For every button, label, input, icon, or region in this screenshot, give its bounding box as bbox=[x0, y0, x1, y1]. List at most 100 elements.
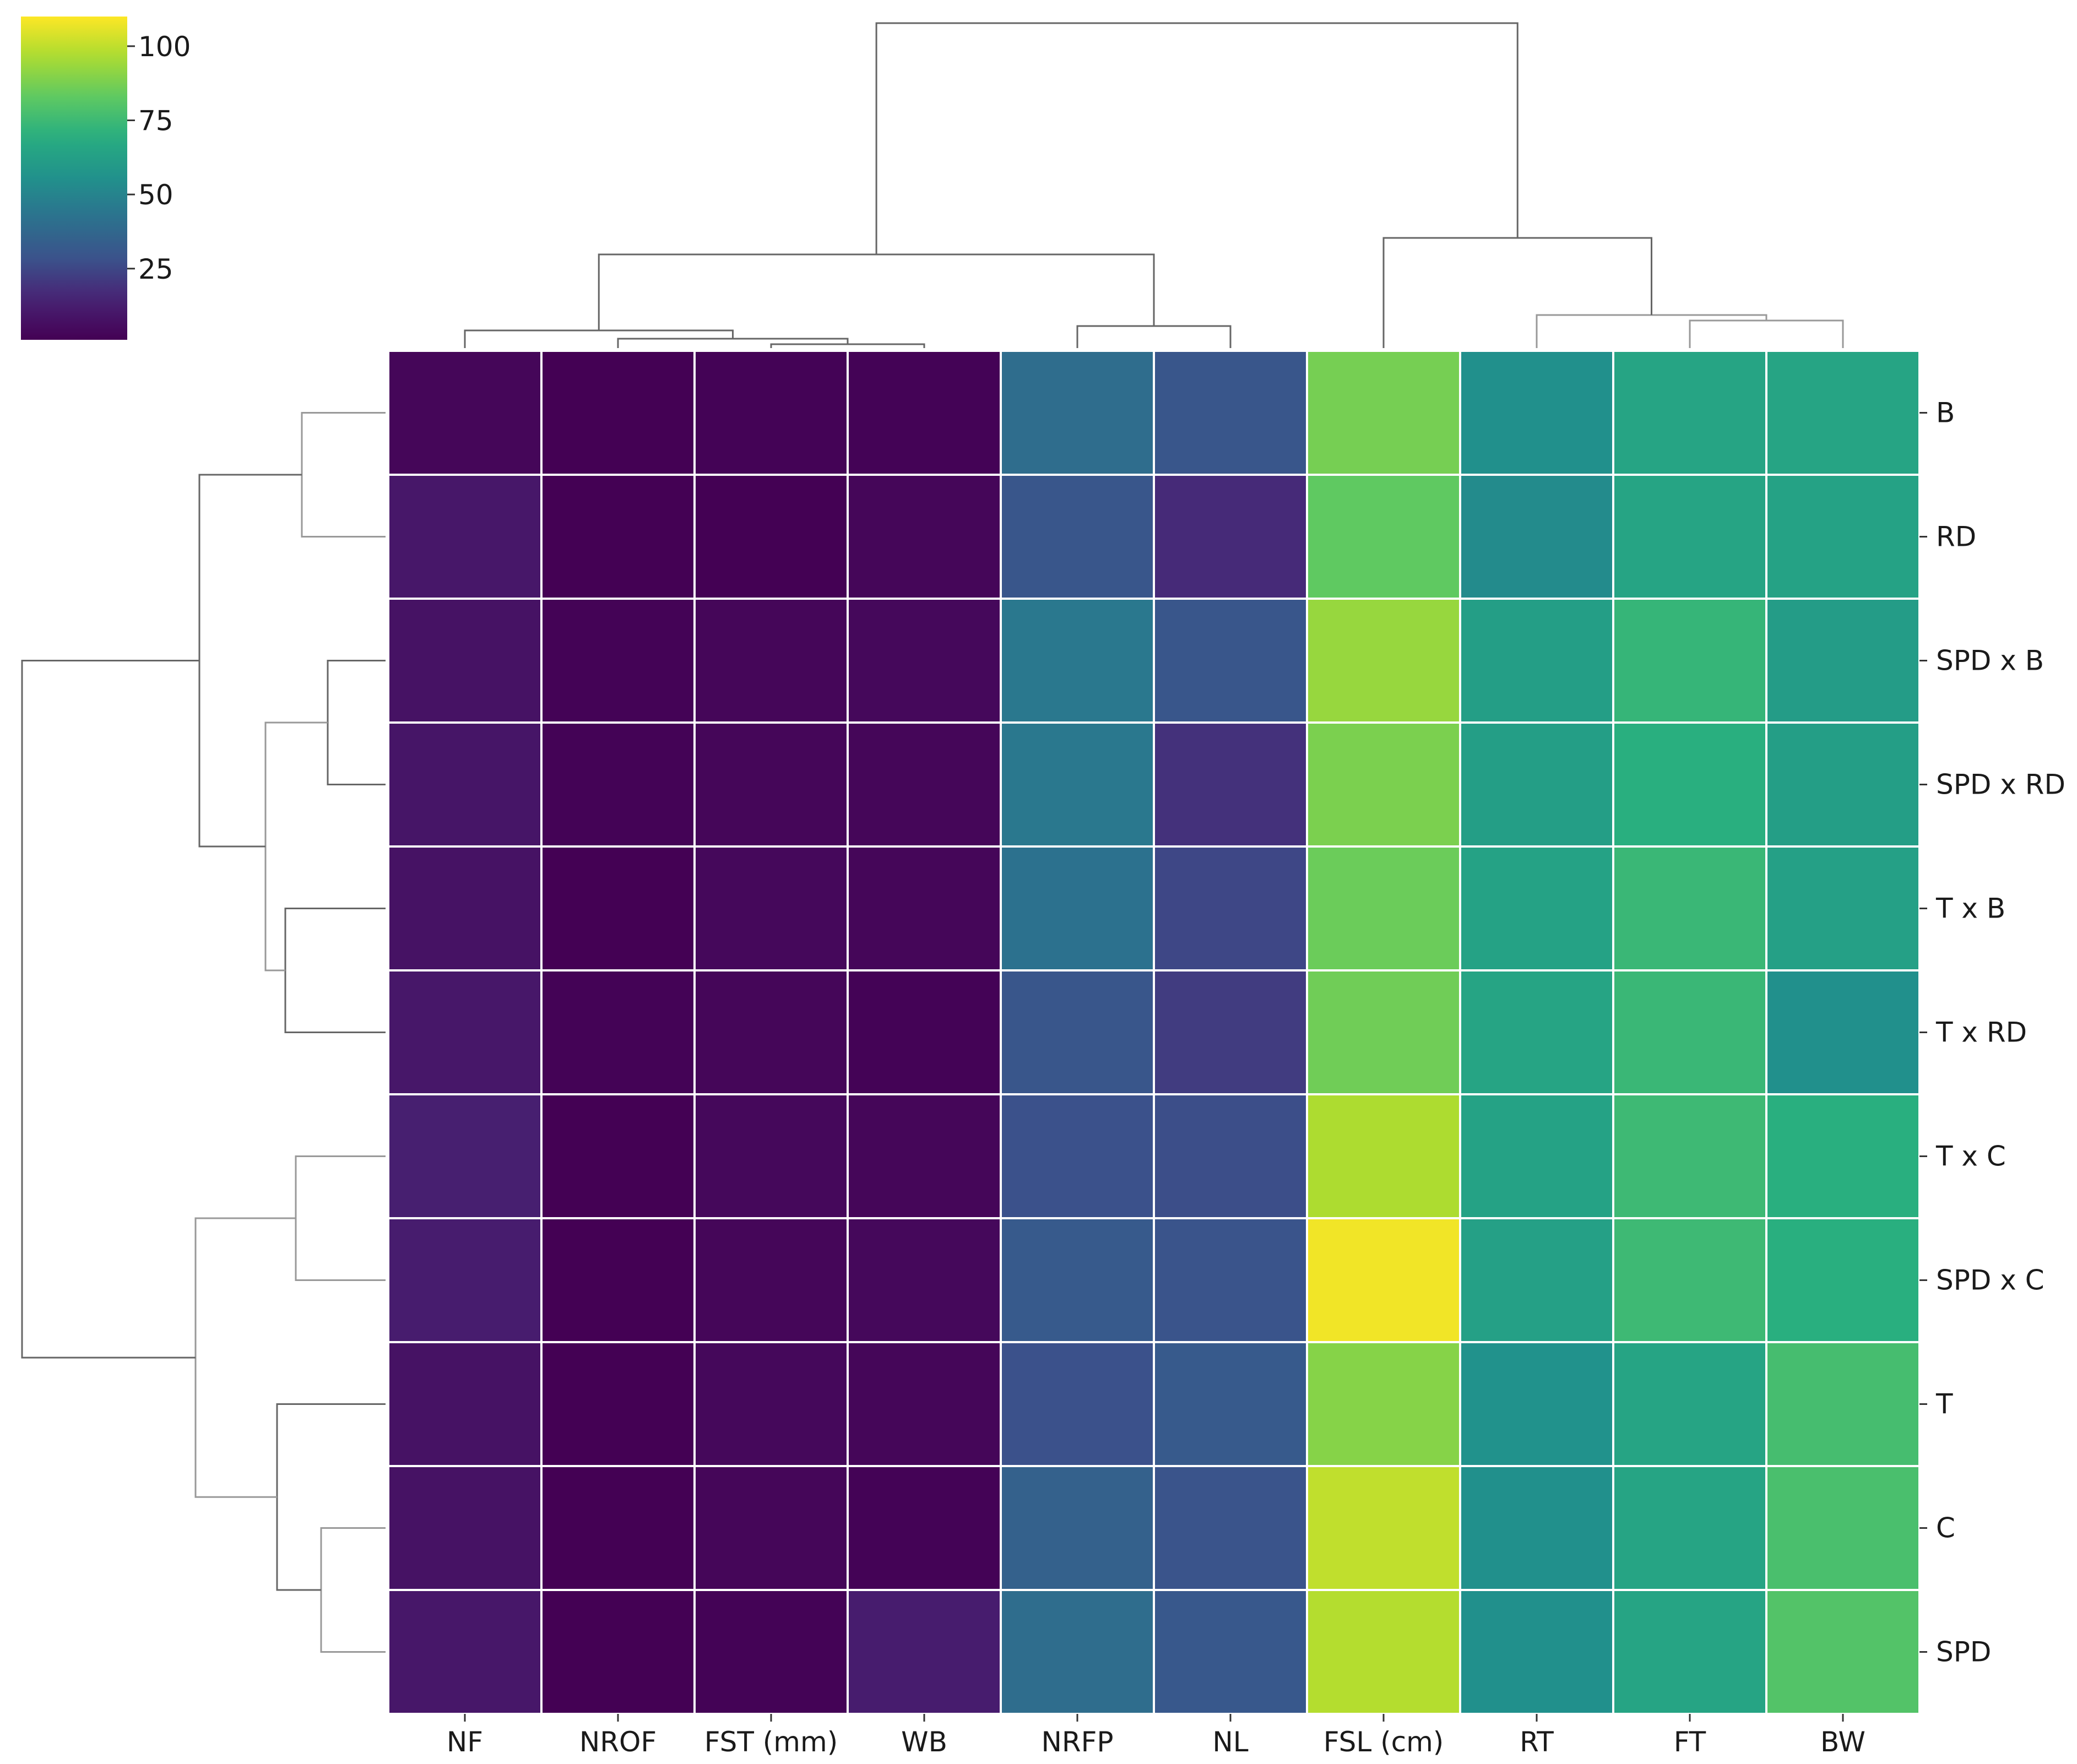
y-tick-label: T x RD bbox=[1935, 1017, 2027, 1049]
heatmap-cell bbox=[387, 1465, 543, 1591]
heatmap-cell bbox=[1153, 1589, 1308, 1715]
heatmap-cell bbox=[1306, 1465, 1461, 1591]
heatmap-cell bbox=[847, 1341, 1002, 1467]
heatmap-cell bbox=[1459, 721, 1614, 848]
x-tick-label: NF bbox=[447, 1726, 483, 1758]
heatmap-cell bbox=[1153, 1217, 1308, 1343]
heatmap-cell bbox=[1459, 350, 1614, 476]
x-tick-label: FSL (cm) bbox=[1324, 1726, 1444, 1758]
heatmap-cell bbox=[693, 474, 849, 600]
heatmap-cell bbox=[1459, 598, 1614, 724]
y-tick-label: SPD bbox=[1936, 1636, 1991, 1668]
heatmap-cell bbox=[1153, 1341, 1308, 1467]
heatmap-cell bbox=[693, 1589, 849, 1715]
x-tick-label: FT bbox=[1674, 1726, 1706, 1758]
heatmap-cell bbox=[540, 1589, 696, 1715]
heatmap-cell bbox=[847, 969, 1002, 1095]
colorbar-tick-label: 25 bbox=[138, 253, 173, 285]
heatmap-cell bbox=[1459, 969, 1614, 1095]
y-tick-label: B bbox=[1936, 397, 1955, 429]
y-tick-label: T x B bbox=[1935, 893, 2005, 925]
colorbar-tick-label: 50 bbox=[138, 179, 173, 211]
y-tick-label: SPD x C bbox=[1936, 1264, 2045, 1296]
heatmap-cell bbox=[1765, 721, 1921, 848]
heatmap-cell bbox=[1000, 969, 1155, 1095]
heatmap-cell bbox=[1765, 1465, 1921, 1591]
heatmap-cell bbox=[1459, 474, 1614, 600]
heatmap-cell bbox=[1000, 598, 1155, 724]
heatmap-cell bbox=[693, 1217, 849, 1343]
heatmap-cell bbox=[1612, 721, 1767, 848]
y-tick-label: SPD x B bbox=[1936, 645, 2044, 677]
heatmap-cell bbox=[693, 969, 849, 1095]
heatmap-cell bbox=[1153, 969, 1308, 1095]
heatmap-cell bbox=[387, 1589, 543, 1715]
x-tick-label: NRFP bbox=[1041, 1726, 1113, 1758]
heatmap-cell bbox=[1306, 598, 1461, 724]
heatmap-cell bbox=[1153, 845, 1308, 971]
heatmap-cell bbox=[1765, 969, 1921, 1095]
heatmap-cell bbox=[1306, 474, 1461, 600]
heatmap-cell bbox=[1153, 1465, 1308, 1591]
heatmap-cell bbox=[1459, 1217, 1614, 1343]
heatmap-cell bbox=[1459, 1341, 1614, 1467]
heatmap-cell bbox=[1612, 1341, 1767, 1467]
heatmap-cell bbox=[1000, 721, 1155, 848]
heatmap-cell bbox=[540, 598, 696, 724]
heatmap-cell bbox=[1612, 1217, 1767, 1343]
row-dendrogram-link bbox=[21, 660, 199, 1359]
heatmap-cell bbox=[847, 1217, 1002, 1343]
heatmap-cell bbox=[1459, 1465, 1614, 1591]
heatmap-cell bbox=[540, 350, 696, 476]
heatmap-cell bbox=[847, 474, 1002, 600]
colorbar-tick-label: 100 bbox=[138, 31, 191, 63]
x-tick-label: NROF bbox=[579, 1726, 657, 1758]
heatmap-cell bbox=[847, 1465, 1002, 1591]
heatmap-cell bbox=[387, 350, 543, 476]
heatmap-cell bbox=[1000, 845, 1155, 971]
heatmap-cell bbox=[693, 1093, 849, 1219]
heatmap-cell bbox=[847, 1093, 1002, 1219]
heatmap-cell bbox=[540, 1093, 696, 1219]
heatmap-cell bbox=[1153, 1093, 1308, 1219]
heatmap-cell bbox=[693, 1341, 849, 1467]
heatmap-cell bbox=[387, 598, 543, 724]
heatmap-cell bbox=[1612, 474, 1767, 600]
heatmap-cell bbox=[1000, 1465, 1155, 1591]
x-tick-label: NL bbox=[1212, 1726, 1248, 1758]
heatmap-cell bbox=[1153, 598, 1308, 724]
x-tick-label: FST (mm) bbox=[704, 1726, 838, 1758]
heatmap-cell bbox=[1306, 1217, 1461, 1343]
heatmap-cell bbox=[1306, 721, 1461, 848]
colorbar bbox=[21, 17, 127, 340]
heatmap-cell bbox=[693, 721, 849, 848]
heatmap-cell bbox=[1459, 1589, 1614, 1715]
heatmap-cell bbox=[387, 721, 543, 848]
heatmap-cell bbox=[1000, 1341, 1155, 1467]
heatmap-cell bbox=[387, 474, 543, 600]
heatmap-cell bbox=[1612, 969, 1767, 1095]
heatmap-cell bbox=[1765, 474, 1921, 600]
heatmap-cell bbox=[847, 350, 1002, 476]
heatmap-cell bbox=[1153, 474, 1308, 600]
heatmap-cell bbox=[1765, 1341, 1921, 1467]
heatmap-cell bbox=[1765, 845, 1921, 971]
heatmap-cell bbox=[1153, 350, 1308, 476]
x-tick-label: BW bbox=[1820, 1726, 1865, 1758]
heatmap-cell bbox=[540, 1217, 696, 1343]
heatmap-cell bbox=[847, 845, 1002, 971]
heatmap-cell bbox=[1459, 845, 1614, 971]
heatmap-cell bbox=[1306, 969, 1461, 1095]
heatmap-cell bbox=[1612, 1093, 1767, 1219]
heatmap-cell bbox=[1765, 598, 1921, 724]
heatmap-cell bbox=[693, 845, 849, 971]
heatmap-cell bbox=[1306, 1589, 1461, 1715]
y-tick-label: C bbox=[1936, 1512, 1955, 1544]
x-tick-label: WB bbox=[901, 1726, 947, 1758]
heatmap-cell bbox=[1000, 350, 1155, 476]
heatmap-cell bbox=[540, 1341, 696, 1467]
heatmap-cell bbox=[540, 845, 696, 971]
heatmap-cell bbox=[1306, 350, 1461, 476]
